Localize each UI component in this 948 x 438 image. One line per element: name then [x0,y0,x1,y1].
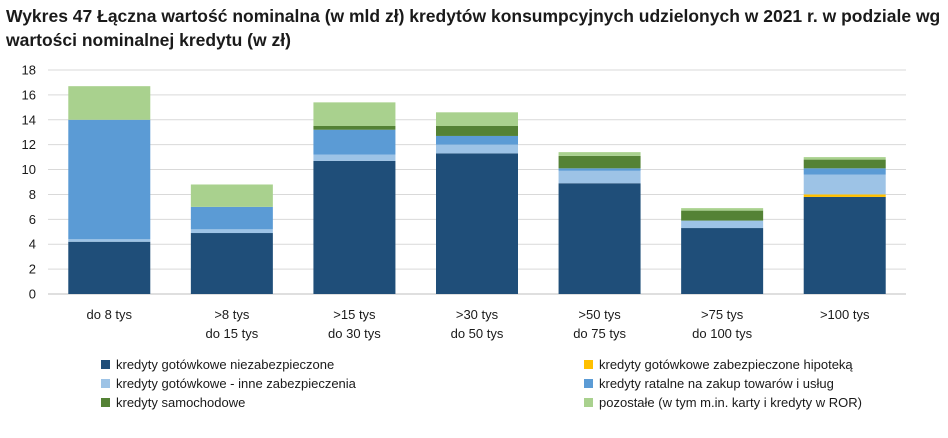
chart-title: Wykres 47 Łączna wartość nominalna (w ml… [6,6,941,50]
bar-segment [558,155,641,169]
bar-segment [436,126,518,136]
bar-segment [313,129,396,155]
y-tick-label: 6 [29,212,36,227]
y-tick-label: 2 [29,262,36,277]
bar-segment [803,159,886,169]
y-tick-label: 14 [22,112,36,127]
bar-segment [681,210,764,221]
bar-segment [558,183,641,294]
bar-segment [681,208,764,211]
x-category-label: >15 tys [333,307,376,322]
bar-segment [68,239,151,242]
y-tick-label: 12 [22,137,36,152]
bar-segment [190,229,273,234]
bar-segment [436,144,518,154]
bar-segment [803,196,886,294]
x-category-label: do 100 tys [692,326,752,341]
y-tick-label: 18 [22,63,36,78]
x-category-label: >8 tys [214,307,250,322]
x-category-label: >100 tys [820,307,870,322]
bar-segment [313,160,396,294]
y-tick-label: 16 [22,87,36,102]
y-tick-label: 10 [22,162,36,177]
x-category-label: >50 tys [578,307,621,322]
y-tick-label: 8 [29,187,36,202]
bar-segment [190,206,273,230]
bar-segment [436,135,518,145]
bar-segment [190,233,273,294]
x-category-label: do 30 tys [328,326,381,341]
x-category-label: do 75 tys [573,326,626,341]
bar-segment [803,174,886,195]
bar-segment [803,168,886,175]
y-tick-label: 0 [29,287,36,302]
bar-segment [558,168,641,171]
bar-segment [313,102,396,126]
x-category-label: do 8 tys [87,307,133,322]
y-tick-label: 4 [29,237,36,252]
bar-segment [803,157,886,160]
bar-segment [68,119,151,240]
x-category-label: >30 tys [456,307,499,322]
bar-segment [436,153,518,294]
x-category-label: do 15 tys [205,326,258,341]
bar-segment [68,86,151,120]
bar-segment [558,152,641,156]
bar-segment [681,220,764,229]
x-category-label: >75 tys [701,307,744,322]
bar-segment [313,126,396,130]
bar-segment [803,194,886,197]
bar-segment [190,184,273,207]
bar-segment [436,112,518,126]
x-category-label: do 50 tys [451,326,504,341]
bar-segment [558,170,641,184]
bar-segment [68,241,151,294]
bar-segment [681,228,764,294]
bar-segment [313,154,396,161]
